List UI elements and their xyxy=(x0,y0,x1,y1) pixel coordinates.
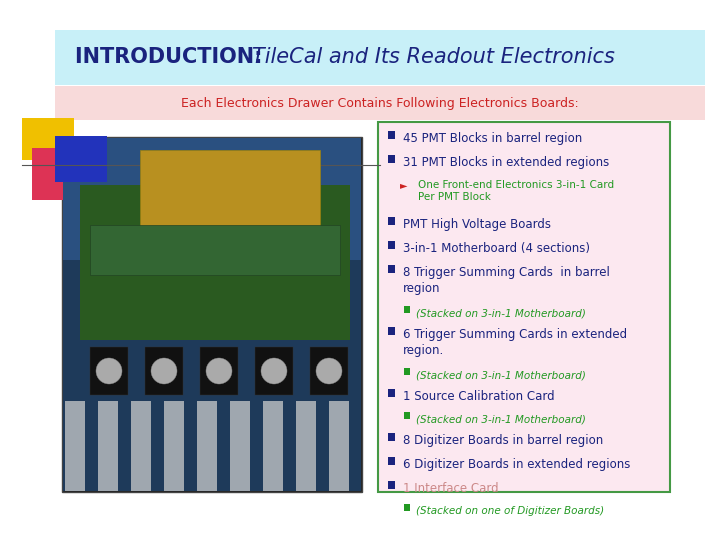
FancyBboxPatch shape xyxy=(388,131,395,139)
FancyBboxPatch shape xyxy=(296,401,316,491)
FancyBboxPatch shape xyxy=(230,401,250,491)
FancyBboxPatch shape xyxy=(404,412,410,419)
Text: (Stacked on one of Digitizer Boards): (Stacked on one of Digitizer Boards) xyxy=(416,506,604,516)
FancyBboxPatch shape xyxy=(145,347,183,395)
FancyBboxPatch shape xyxy=(329,401,349,491)
FancyBboxPatch shape xyxy=(388,265,395,273)
FancyBboxPatch shape xyxy=(140,150,320,240)
FancyBboxPatch shape xyxy=(388,481,395,489)
FancyBboxPatch shape xyxy=(388,155,395,163)
FancyBboxPatch shape xyxy=(55,136,107,182)
Text: 45 PMT Blocks in barrel region: 45 PMT Blocks in barrel region xyxy=(403,132,582,145)
FancyBboxPatch shape xyxy=(404,504,410,511)
FancyBboxPatch shape xyxy=(388,241,395,249)
Circle shape xyxy=(206,358,232,384)
FancyBboxPatch shape xyxy=(98,401,118,491)
Text: 8 Digitizer Boards in barrel region: 8 Digitizer Boards in barrel region xyxy=(403,434,603,447)
Text: 6 Digitizer Boards in extended regions: 6 Digitizer Boards in extended regions xyxy=(403,458,631,471)
Text: (Stacked on 3-in-1 Motherboard): (Stacked on 3-in-1 Motherboard) xyxy=(416,414,586,424)
FancyBboxPatch shape xyxy=(55,30,705,85)
FancyBboxPatch shape xyxy=(80,185,350,340)
FancyBboxPatch shape xyxy=(388,389,395,397)
Text: 8 Trigger Summing Cards  in barrel
region: 8 Trigger Summing Cards in barrel region xyxy=(403,266,610,295)
FancyBboxPatch shape xyxy=(63,138,361,491)
Text: 3-in-1 Motherboard (4 sections): 3-in-1 Motherboard (4 sections) xyxy=(403,242,590,255)
FancyBboxPatch shape xyxy=(164,401,184,491)
FancyBboxPatch shape xyxy=(90,225,340,275)
Text: 1 Interface Card: 1 Interface Card xyxy=(403,482,499,495)
Circle shape xyxy=(96,358,122,384)
FancyBboxPatch shape xyxy=(65,401,85,491)
Circle shape xyxy=(151,358,177,384)
FancyBboxPatch shape xyxy=(310,347,348,395)
FancyBboxPatch shape xyxy=(63,138,361,260)
FancyBboxPatch shape xyxy=(378,122,670,492)
FancyBboxPatch shape xyxy=(32,148,90,200)
Text: PMT High Voltage Boards: PMT High Voltage Boards xyxy=(403,218,551,231)
Circle shape xyxy=(261,358,287,384)
Text: 1 Source Calibration Card: 1 Source Calibration Card xyxy=(403,390,554,403)
FancyBboxPatch shape xyxy=(62,137,362,492)
Text: (Stacked on 3-in-1 Motherboard): (Stacked on 3-in-1 Motherboard) xyxy=(416,308,586,318)
FancyBboxPatch shape xyxy=(263,401,283,491)
FancyBboxPatch shape xyxy=(22,118,74,160)
FancyBboxPatch shape xyxy=(200,347,238,395)
Text: One Front-end Electronics 3-in-1 Card
Per PMT Block: One Front-end Electronics 3-in-1 Card Pe… xyxy=(418,180,614,202)
FancyBboxPatch shape xyxy=(255,347,293,395)
FancyBboxPatch shape xyxy=(90,347,128,395)
Text: TileCal and Its Readout Electronics: TileCal and Its Readout Electronics xyxy=(252,47,615,67)
FancyBboxPatch shape xyxy=(388,457,395,465)
FancyBboxPatch shape xyxy=(404,368,410,375)
FancyBboxPatch shape xyxy=(197,401,217,491)
FancyBboxPatch shape xyxy=(388,327,395,335)
Text: Each Electronics Drawer Contains Following Electronics Boards:: Each Electronics Drawer Contains Followi… xyxy=(181,97,579,110)
Text: (Stacked on 3-in-1 Motherboard): (Stacked on 3-in-1 Motherboard) xyxy=(416,370,586,380)
Circle shape xyxy=(316,358,342,384)
FancyBboxPatch shape xyxy=(55,86,705,120)
Text: 6 Trigger Summing Cards in extended
region.: 6 Trigger Summing Cards in extended regi… xyxy=(403,328,627,357)
FancyBboxPatch shape xyxy=(131,401,151,491)
FancyBboxPatch shape xyxy=(404,306,410,313)
FancyBboxPatch shape xyxy=(388,433,395,441)
Text: 31 PMT Blocks in extended regions: 31 PMT Blocks in extended regions xyxy=(403,156,609,169)
FancyBboxPatch shape xyxy=(388,217,395,225)
Text: INTRODUCTION:: INTRODUCTION: xyxy=(75,47,277,67)
Text: ►: ► xyxy=(400,180,408,190)
